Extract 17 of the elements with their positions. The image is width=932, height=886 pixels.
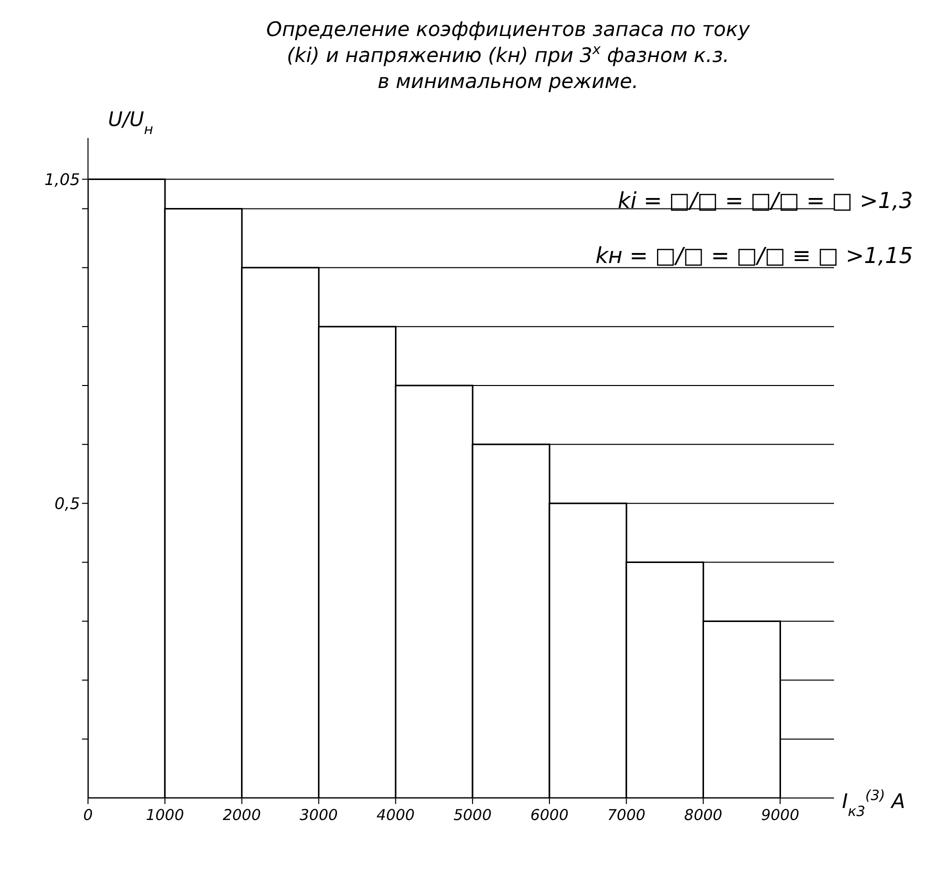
x-tick-label: 8000 — [684, 806, 722, 824]
y-tick-label: 0,5 — [54, 494, 80, 514]
y-tick-label: 1,05 — [44, 170, 80, 189]
x-axis-title: I$_{к3}$$^{(3)}$ A — [842, 788, 906, 820]
x-tick-label: 6000 — [530, 806, 569, 824]
x-tick-label: 0 — [83, 806, 93, 824]
annotation: kн = □/□ = □/□ ≡ □ >1,15 — [595, 244, 913, 269]
x-tick-label: 2000 — [222, 806, 261, 824]
x-tick-label: 9000 — [761, 806, 800, 824]
x-tick-label: 1000 — [146, 806, 184, 824]
y-axis-title: U/U$_{н}$ — [108, 107, 154, 138]
x-tick-label: 7000 — [607, 806, 646, 824]
x-tick-label: 5000 — [453, 806, 492, 824]
x-tick-label: 4000 — [376, 806, 415, 824]
chart-title: Определение коэффициентов запаса по току (ki) и напряжению (kн) при 3$^{х}$ фазном к.з. в минимальном режиме. — [266, 17, 751, 93]
annotation: ki = □/□ = □/□ = □ >1,3 — [618, 189, 913, 214]
x-tick-label: 3000 — [300, 806, 338, 824]
